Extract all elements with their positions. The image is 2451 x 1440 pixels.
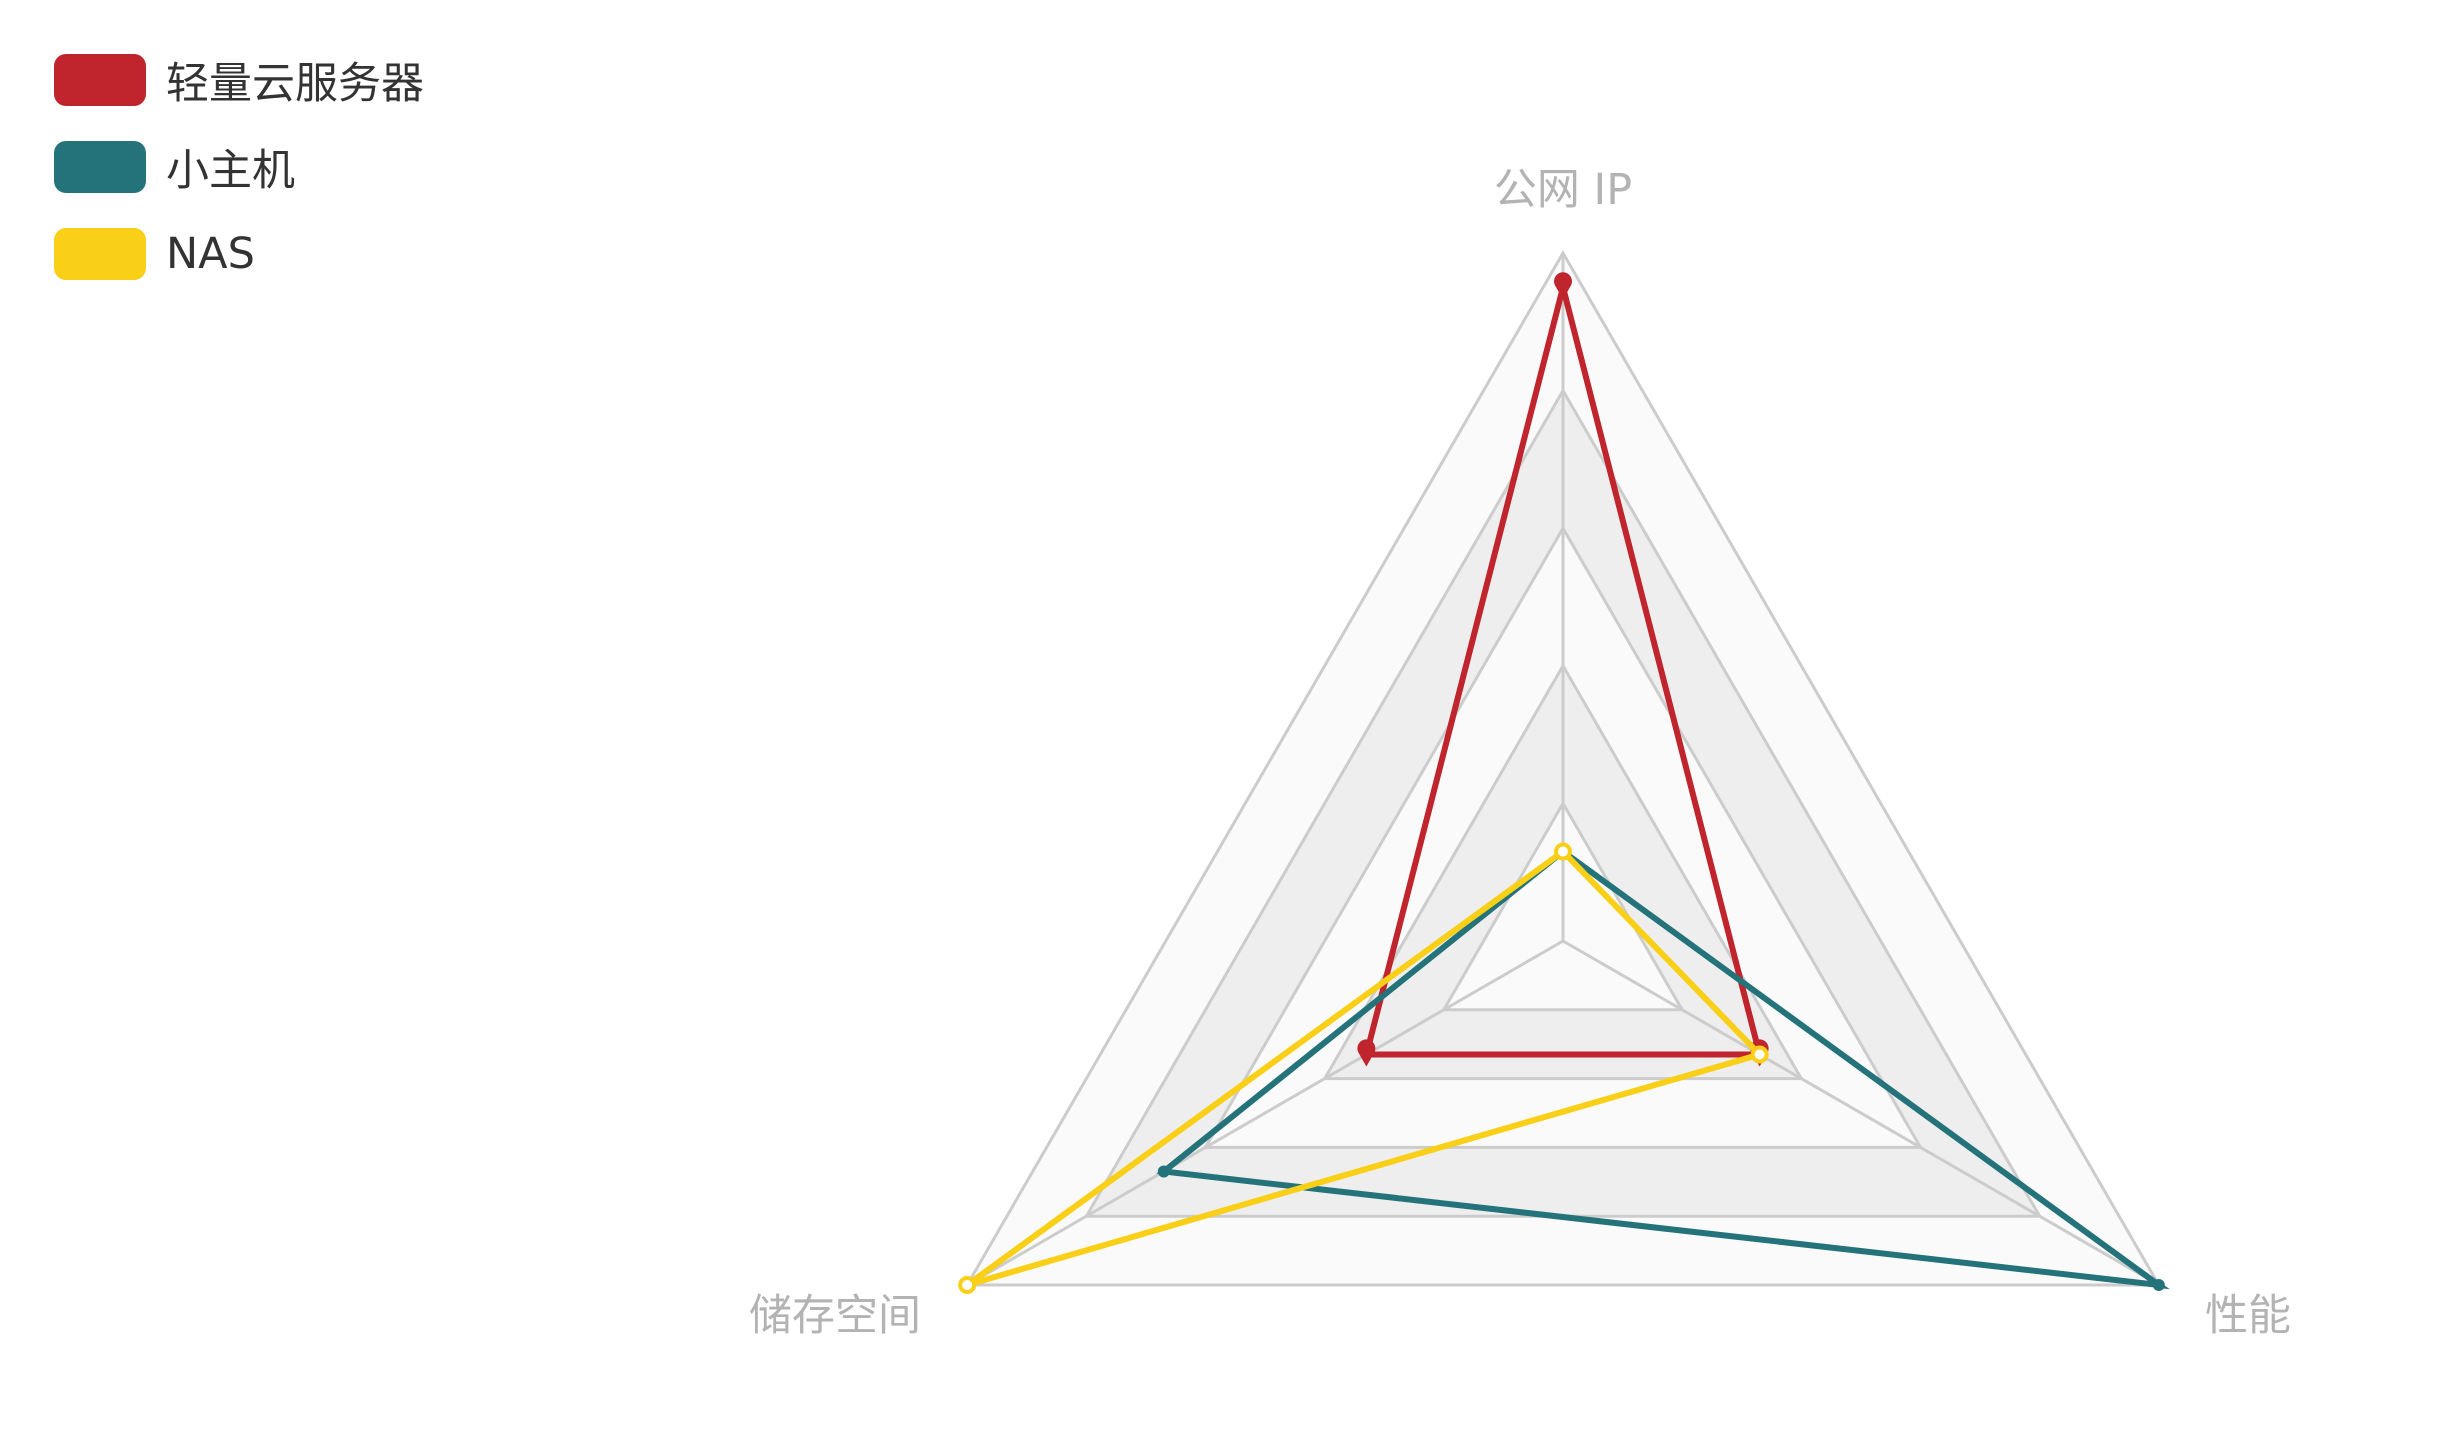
legend-swatch-nas: [54, 228, 146, 280]
radar-axis-line-1: [1562, 939, 2160, 1287]
radar-point-1-1: [2152, 1279, 2165, 1291]
radar-series-2: [958, 842, 1769, 1294]
radar-series-line-2: [965, 847, 1766, 1288]
legend-label-nas: NAS: [166, 229, 255, 279]
radar-axis-label-0: 公网 IP: [1494, 165, 1632, 215]
radar-series-line-1: [1156, 847, 2170, 1290]
legend-item-mini-pc[interactable]: 小主机: [54, 141, 424, 196]
radar-point-2-2: [958, 1276, 977, 1294]
legend: 轻量云服务器 小主机 NAS: [54, 54, 424, 315]
legend-label-mini-pc: 小主机: [166, 146, 295, 196]
radar-series: [958, 272, 2170, 1294]
legend-swatch-mini-pc: [54, 141, 146, 193]
radar-series-line-0: [1362, 286, 1764, 1058]
legend-label-cloud-server: 轻量云服务器: [166, 59, 424, 109]
radar-point-0-2: [1357, 1039, 1376, 1067]
radar-point-2-0: [1554, 842, 1572, 861]
legend-swatch-cloud-server: [54, 54, 146, 106]
radar-point-1-2: [1157, 1165, 1170, 1178]
legend-item-nas[interactable]: NAS: [54, 228, 424, 280]
radar-point-2-1: [1750, 1045, 1769, 1064]
radar-axis-line-2: [966, 939, 1564, 1287]
radar-axis-label-2: 储存空间: [749, 1291, 921, 1341]
radar-axes: [966, 253, 2160, 1287]
legend-item-cloud-server[interactable]: 轻量云服务器: [54, 54, 424, 109]
radar-axis-labels: 公网 IP 性能 储存空间: [749, 165, 2291, 1341]
radar-point-0-0: [1554, 272, 1573, 300]
radar-axis-label-1: 性能: [2205, 1291, 2291, 1341]
